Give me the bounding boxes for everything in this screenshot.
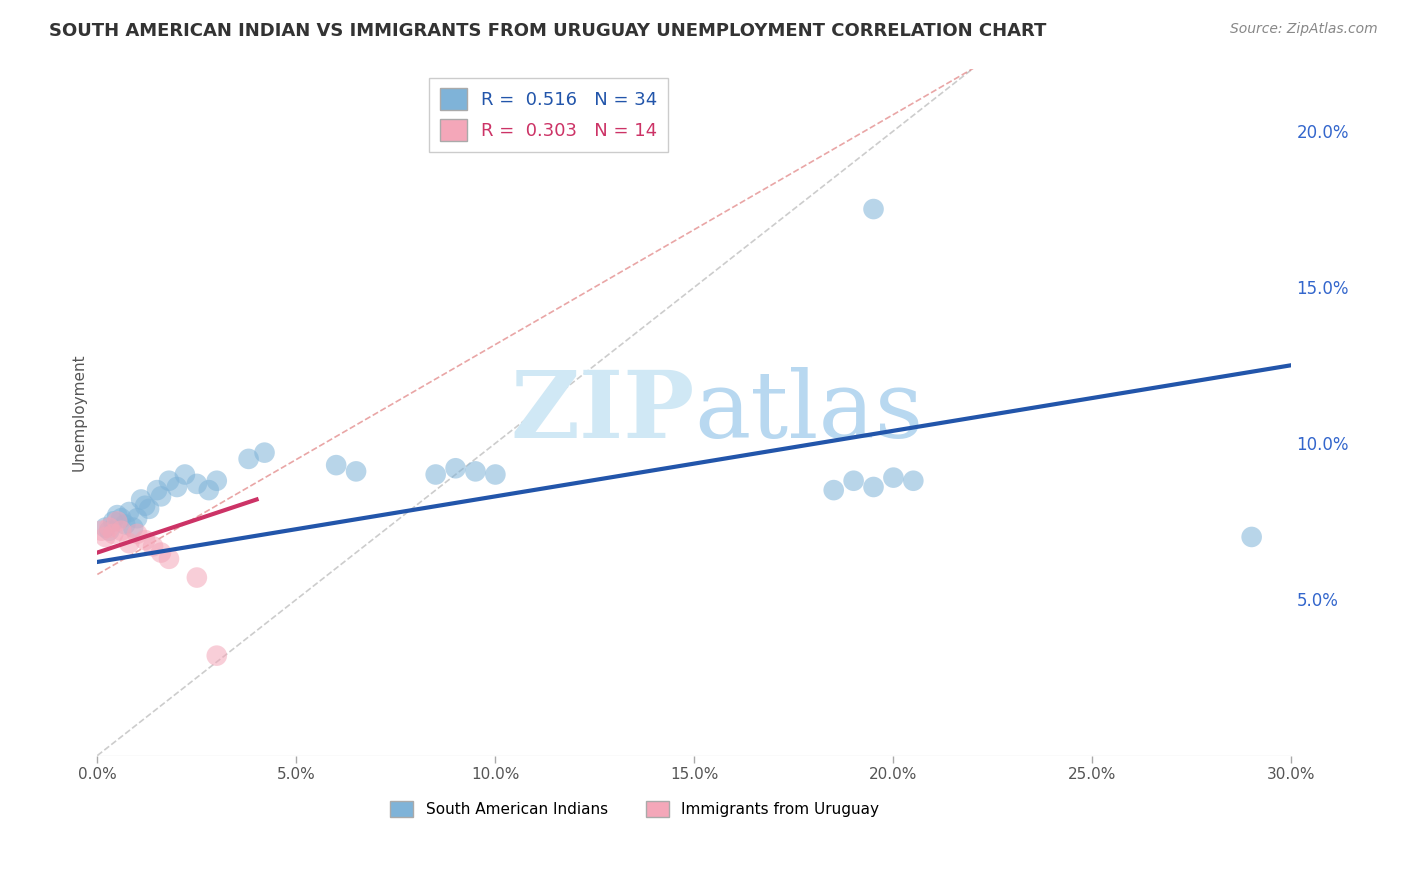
Point — [103, 526, 125, 541]
Point — [464, 464, 486, 478]
Point — [186, 570, 208, 584]
Point — [862, 480, 884, 494]
Point — [127, 511, 149, 525]
Point — [1240, 530, 1263, 544]
Point — [174, 467, 197, 482]
Point — [122, 520, 145, 534]
Point — [425, 467, 447, 482]
Point — [862, 202, 884, 216]
Point — [842, 474, 865, 488]
Y-axis label: Unemployment: Unemployment — [72, 353, 86, 471]
Point — [444, 461, 467, 475]
Text: Source: ZipAtlas.com: Source: ZipAtlas.com — [1230, 22, 1378, 37]
Legend: South American Indians, Immigrants from Uruguay: South American Indians, Immigrants from … — [384, 796, 886, 823]
Point — [186, 476, 208, 491]
Text: SOUTH AMERICAN INDIAN VS IMMIGRANTS FROM URUGUAY UNEMPLOYMENT CORRELATION CHART: SOUTH AMERICAN INDIAN VS IMMIGRANTS FROM… — [49, 22, 1046, 40]
Point — [90, 524, 112, 538]
Point — [127, 526, 149, 541]
Point — [94, 520, 117, 534]
Point — [157, 551, 180, 566]
Point — [114, 517, 136, 532]
Point — [157, 474, 180, 488]
Point — [325, 458, 347, 472]
Point — [105, 514, 128, 528]
Point — [150, 545, 173, 559]
Point — [98, 524, 121, 538]
Point — [205, 648, 228, 663]
Point — [344, 464, 367, 478]
Point — [823, 483, 845, 497]
Point — [94, 530, 117, 544]
Point — [198, 483, 221, 497]
Point — [142, 539, 165, 553]
Point — [150, 489, 173, 503]
Point — [98, 520, 121, 534]
Text: ZIP: ZIP — [510, 367, 695, 457]
Point — [166, 480, 188, 494]
Point — [103, 514, 125, 528]
Text: atlas: atlas — [695, 367, 924, 457]
Point — [118, 536, 141, 550]
Point — [253, 445, 276, 459]
Point — [238, 451, 260, 466]
Point — [146, 483, 169, 497]
Point — [903, 474, 925, 488]
Point — [110, 511, 132, 525]
Point — [138, 501, 160, 516]
Point — [129, 492, 152, 507]
Point — [105, 508, 128, 522]
Point — [134, 499, 156, 513]
Point — [882, 470, 904, 484]
Point — [205, 474, 228, 488]
Point — [484, 467, 506, 482]
Point — [118, 505, 141, 519]
Point — [134, 533, 156, 547]
Point — [110, 524, 132, 538]
